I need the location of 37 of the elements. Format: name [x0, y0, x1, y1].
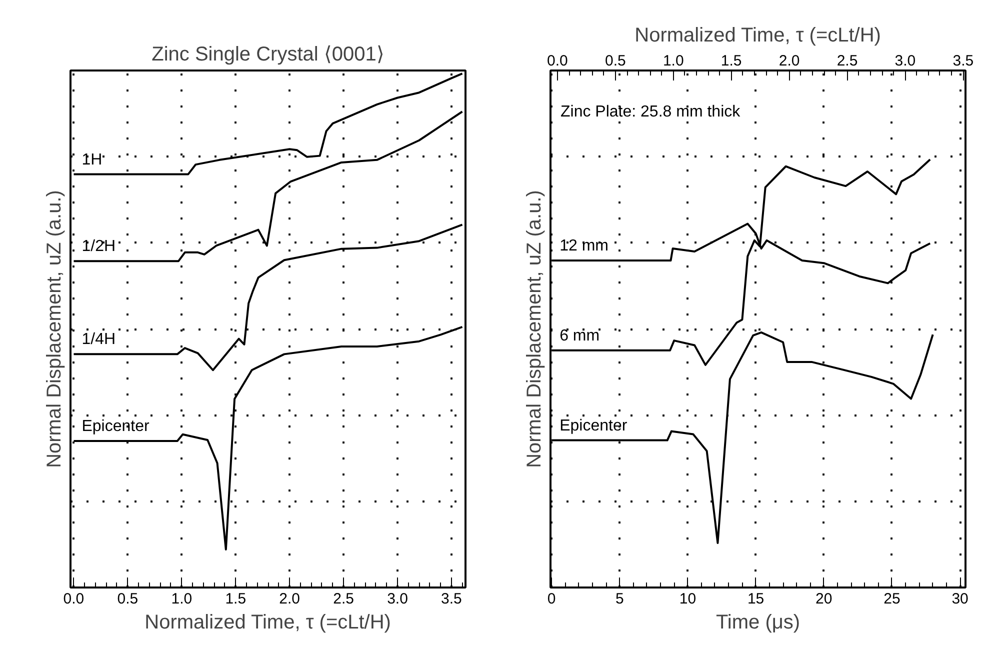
x2-tick-label: 1.0 [662, 52, 684, 70]
series-label: 1/4H [82, 331, 116, 348]
x2-axis-title: Normalized Time, τ (=cLt/H) [634, 24, 881, 46]
text: Zinc Plate: 25.8 mm thick [560, 104, 742, 120]
x2-tick-label: 1.5 [720, 52, 742, 70]
x2-tick-label: 2.5 [836, 52, 858, 70]
x-tick-label: 3.0 [387, 590, 408, 608]
x-tick-label: 5 [615, 590, 624, 608]
x-axis-title: Time (μs) [716, 612, 800, 634]
x-tick-label: 2.5 [333, 590, 354, 608]
x-tick-label: 1.0 [171, 590, 192, 608]
series-label: Epicenter [560, 417, 628, 434]
x-tick-label: 0.0 [63, 590, 84, 608]
series-label: Epicenter [82, 418, 150, 436]
y-axis-title: Normal Displacement, uZ (a.u.) [44, 190, 66, 468]
series-label: 1H [82, 151, 102, 168]
x-tick-label: 25 [884, 590, 900, 608]
x-tick-label: 0 [547, 590, 556, 608]
series-label: 12 mm [560, 238, 608, 255]
x2-tick-label: 3.0 [894, 52, 916, 70]
x2-tick-label: 3.5 [952, 52, 974, 70]
x-tick-label: 3.5 [441, 590, 462, 608]
x2-tick-label: 0.5 [604, 52, 626, 70]
x-tick-label: 15 [747, 590, 764, 608]
x-tick-label: 2.0 [279, 590, 300, 608]
series-label: 1/2H [82, 238, 116, 256]
y-axis-title: Normal Displacement, uZ (a.u.) [524, 190, 546, 468]
x2-tick-label: 2.0 [778, 52, 800, 70]
x-tick-label: 0.5 [117, 590, 138, 608]
x-axis-title: Normalized Time, τ (=cLt/H) [144, 612, 391, 634]
x2-tick-label: 0.0 [547, 52, 568, 70]
x-tick-label: 30 [952, 590, 968, 608]
series-label: 6 mm [560, 327, 600, 344]
chart-title: Zinc Single Crystal ⟨0001⟩ [152, 44, 384, 66]
x-tick-label: 20 [816, 590, 832, 608]
x-tick-label: 10 [679, 590, 696, 608]
x-tick-label: 1.5 [225, 590, 246, 608]
